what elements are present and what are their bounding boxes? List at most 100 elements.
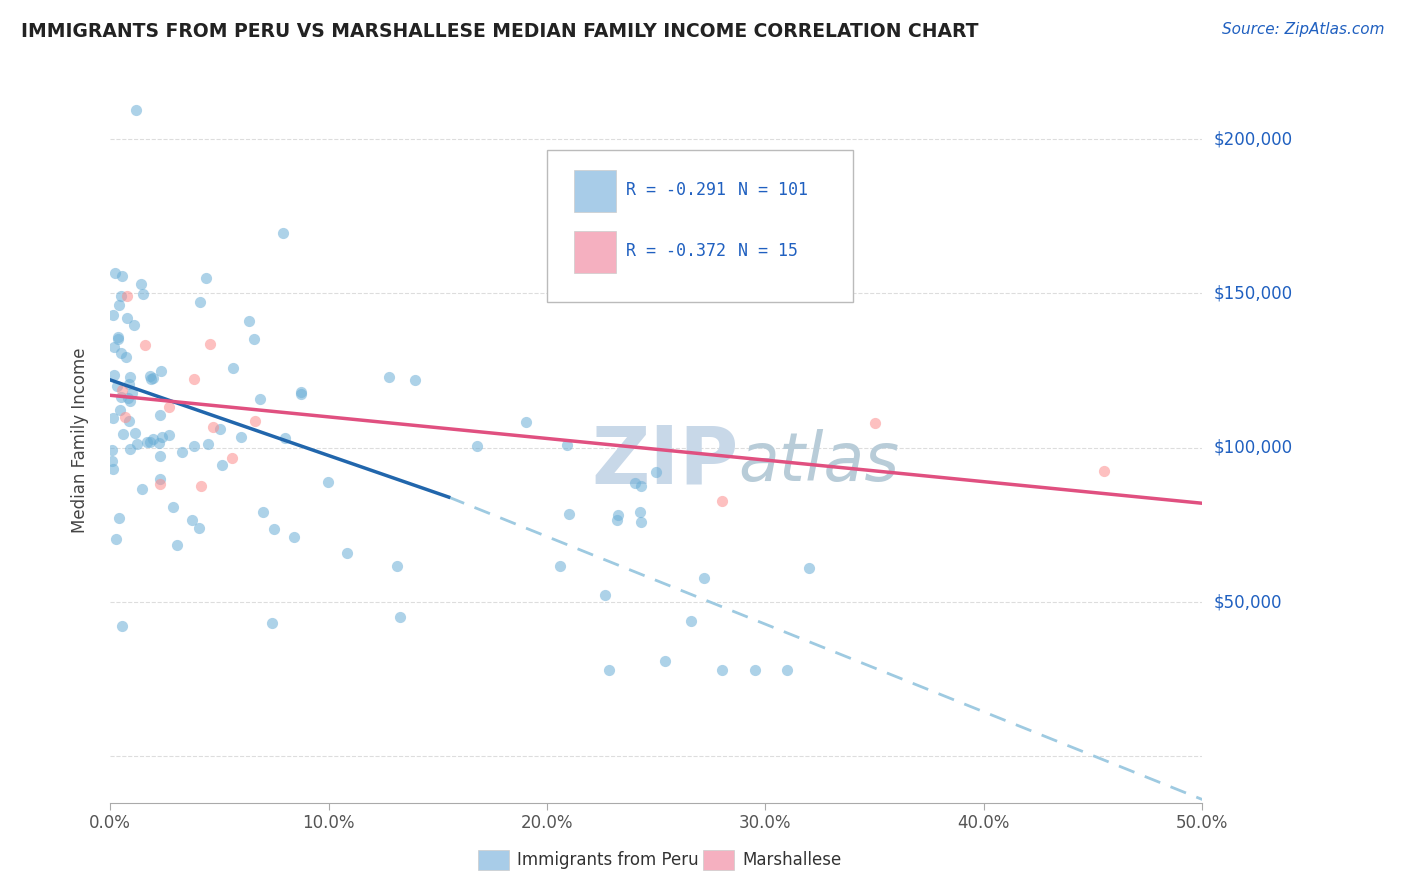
Point xyxy=(101,454,124,468)
Point xyxy=(117,391,139,405)
Point xyxy=(125,103,148,117)
Point xyxy=(149,449,172,463)
Point xyxy=(385,559,408,574)
Point xyxy=(157,401,180,415)
Text: Marshallese: Marshallese xyxy=(742,851,842,869)
Point xyxy=(110,289,132,303)
Point xyxy=(558,508,581,522)
Point xyxy=(183,440,205,454)
Point xyxy=(138,369,160,384)
Point xyxy=(252,505,274,519)
Point xyxy=(124,425,146,440)
Text: Source: ZipAtlas.com: Source: ZipAtlas.com xyxy=(1222,22,1385,37)
Point xyxy=(231,430,253,444)
Point xyxy=(117,311,139,326)
Point xyxy=(249,392,271,406)
Point xyxy=(628,505,651,519)
Bar xyxy=(574,169,616,211)
Point xyxy=(243,332,266,346)
Point xyxy=(201,420,224,434)
Point xyxy=(404,373,426,387)
Point xyxy=(188,295,211,310)
Point xyxy=(149,477,172,491)
Point xyxy=(149,408,172,422)
Text: $200,000: $200,000 xyxy=(1213,130,1292,148)
Point xyxy=(111,268,134,283)
Point xyxy=(187,521,209,535)
Point xyxy=(290,387,312,401)
Point xyxy=(103,340,125,354)
Text: $150,000: $150,000 xyxy=(1213,285,1292,302)
Point xyxy=(111,383,134,397)
Point xyxy=(105,379,128,393)
Point xyxy=(125,437,148,451)
Point xyxy=(630,478,652,492)
Point xyxy=(110,403,132,417)
Text: Immigrants from Peru: Immigrants from Peru xyxy=(517,851,699,869)
Text: R = -0.372: R = -0.372 xyxy=(626,243,725,260)
Point xyxy=(101,462,124,476)
Point xyxy=(271,226,294,240)
Point xyxy=(142,371,165,385)
Point xyxy=(744,663,766,677)
Point xyxy=(797,560,820,574)
Point xyxy=(129,277,152,292)
Point xyxy=(110,345,132,359)
Point xyxy=(190,479,212,493)
Point xyxy=(316,475,339,489)
Point xyxy=(118,369,141,384)
Point xyxy=(139,372,162,386)
Point xyxy=(101,442,124,457)
Point xyxy=(208,421,231,435)
Point xyxy=(336,546,359,560)
Text: R = -0.291: R = -0.291 xyxy=(626,181,725,199)
Text: ZIP: ZIP xyxy=(591,423,738,500)
Point xyxy=(710,663,733,677)
Point xyxy=(162,500,184,514)
Point xyxy=(150,430,173,444)
Point xyxy=(195,271,218,285)
Point xyxy=(103,308,125,322)
Point xyxy=(134,338,156,352)
Text: N = 15: N = 15 xyxy=(738,243,799,260)
Point xyxy=(149,472,172,486)
Point xyxy=(1092,464,1115,478)
Point xyxy=(115,350,138,364)
Point xyxy=(107,332,129,346)
Point xyxy=(114,410,136,425)
Point xyxy=(645,465,668,479)
Point xyxy=(693,571,716,585)
Point xyxy=(710,494,733,508)
Point xyxy=(118,376,141,391)
Point xyxy=(107,330,129,344)
Point xyxy=(142,432,165,446)
Text: atlas: atlas xyxy=(738,429,900,495)
Point xyxy=(465,439,488,453)
Y-axis label: Median Family Income: Median Family Income xyxy=(72,347,89,533)
Point xyxy=(166,538,188,552)
Point xyxy=(131,482,153,496)
Point xyxy=(283,530,305,544)
Point xyxy=(118,393,141,408)
Point xyxy=(197,437,219,451)
Text: N = 101: N = 101 xyxy=(738,181,808,199)
Point xyxy=(198,337,221,351)
Point xyxy=(148,436,170,450)
FancyBboxPatch shape xyxy=(547,150,853,302)
Point xyxy=(183,371,205,385)
Point xyxy=(122,318,145,332)
Point xyxy=(263,522,285,536)
Text: IMMIGRANTS FROM PERU VS MARSHALLESE MEDIAN FAMILY INCOME CORRELATION CHART: IMMIGRANTS FROM PERU VS MARSHALLESE MEDI… xyxy=(21,22,979,41)
Point xyxy=(110,390,132,404)
Point xyxy=(243,414,266,428)
Point xyxy=(679,615,702,629)
Point xyxy=(180,513,202,527)
Point xyxy=(108,298,131,312)
Point xyxy=(598,663,620,677)
Point xyxy=(103,368,125,382)
Point xyxy=(104,266,127,280)
Point xyxy=(150,364,173,378)
Point xyxy=(104,532,127,546)
Point xyxy=(108,511,131,525)
Text: $100,000: $100,000 xyxy=(1213,439,1292,457)
